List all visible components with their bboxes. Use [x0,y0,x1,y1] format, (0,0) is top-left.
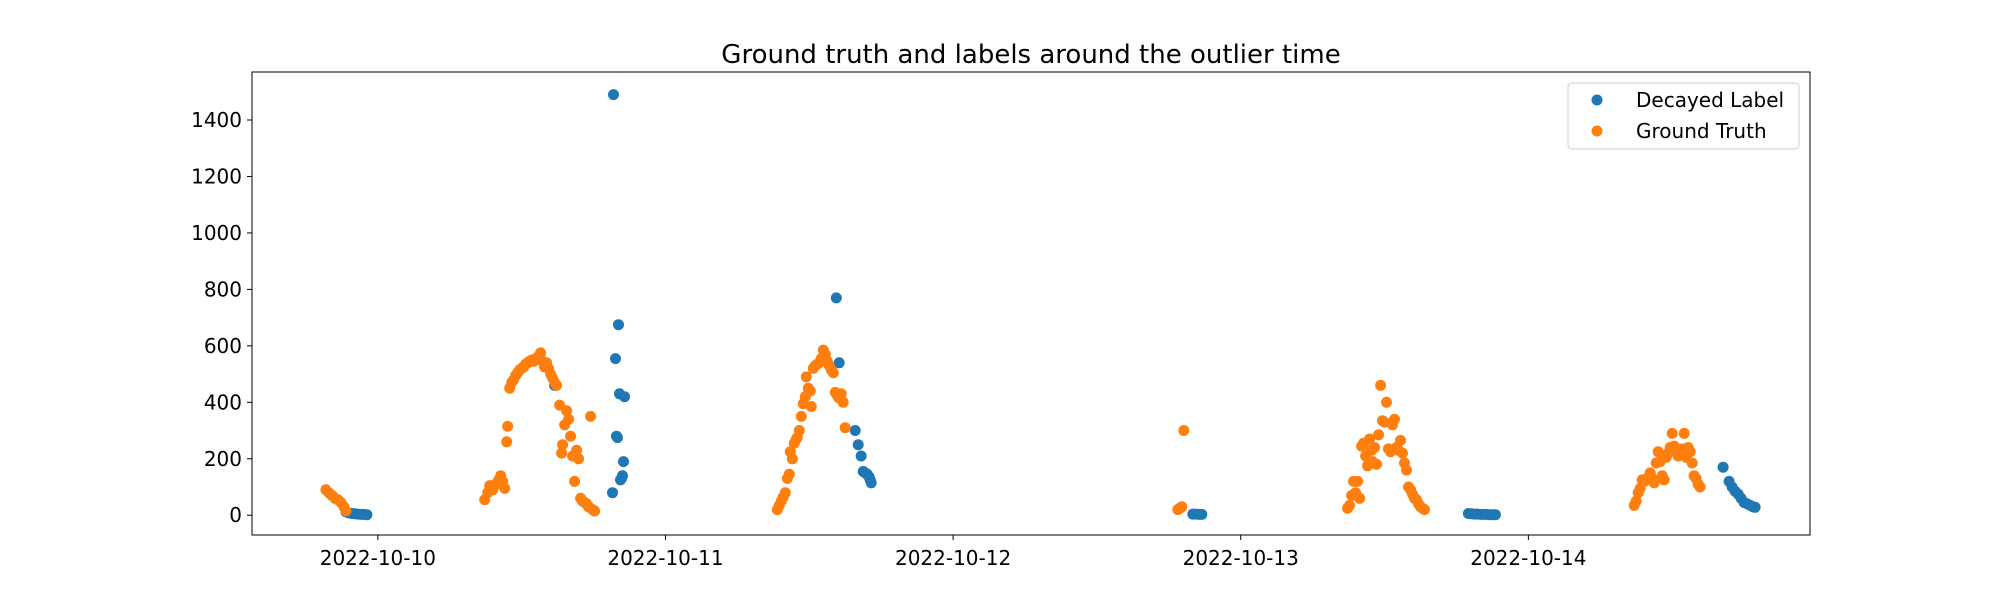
point-decayed-label [849,425,861,436]
point-ground-truth [786,453,798,465]
point-ground-truth [589,505,601,517]
point-ground-truth [1352,475,1364,487]
point-decayed-label [1489,509,1501,521]
y-tick-label: 800 [204,277,242,301]
point-decayed-label [865,477,877,489]
point-decayed-label [610,353,621,365]
point-ground-truth [1630,495,1642,507]
point-ground-truth [563,413,575,425]
point-decayed-label [852,439,864,451]
y-tick-label: 1000 [191,221,242,245]
point-ground-truth [779,487,791,499]
point-ground-truth [502,420,514,432]
point-ground-truth [1389,413,1400,425]
y-tick-label: 1200 [191,164,242,188]
point-decayed-label [830,292,842,304]
point-decayed-label [613,319,624,331]
point-ground-truth [1371,458,1383,470]
chart-title: Ground truth and labels around the outli… [721,40,1340,70]
y-tick-label: 0 [229,503,242,527]
point-decayed-label [361,509,373,521]
legend-marker-decayed-label [1591,94,1603,106]
point-decayed-label [618,456,629,468]
points-layer [320,89,1761,521]
point-ground-truth [804,385,816,397]
point-ground-truth [1666,427,1678,439]
point-ground-truth [1684,446,1696,458]
point-ground-truth [569,475,581,487]
point-ground-truth [340,505,352,517]
point-ground-truth [565,430,577,442]
point-ground-truth [793,425,805,436]
point-decayed-label [612,432,623,444]
point-ground-truth [1395,434,1406,446]
point-ground-truth [501,436,513,448]
point-ground-truth [573,453,585,465]
point-ground-truth [800,371,812,383]
point-ground-truth [1652,446,1664,458]
point-ground-truth [1678,427,1690,439]
point-ground-truth [1176,501,1188,513]
point-decayed-label [855,450,867,462]
point-ground-truth [1401,464,1412,476]
point-ground-truth [827,367,839,379]
y-tick-label: 400 [204,390,242,414]
point-ground-truth [783,468,795,480]
point-ground-truth [837,396,849,408]
point-decayed-label [619,391,630,403]
x-tick-label: 2022-10-11 [607,546,723,570]
point-ground-truth [1354,492,1366,504]
point-ground-truth [1369,442,1381,453]
legend-marker-ground-truth [1591,125,1603,137]
point-ground-truth [585,410,597,422]
point-decayed-label [1196,508,1208,520]
point-decayed-label [833,357,845,369]
legend: Decayed Label Ground Truth [1567,82,1800,150]
point-ground-truth [557,439,569,451]
point-ground-truth [1694,481,1706,493]
point-ground-truth [805,401,817,412]
point-ground-truth [561,405,573,417]
point-ground-truth [1344,499,1356,511]
legend-label-decayed-label: Decayed Label [1636,88,1784,112]
point-ground-truth [1658,474,1670,486]
point-decayed-label [607,487,618,499]
y-axis: 0 200 400 600 800 1000 1200 1400 [191,108,252,527]
y-tick-label: 600 [204,334,242,358]
point-ground-truth [839,422,851,434]
point-ground-truth [795,410,807,422]
point-ground-truth [1178,425,1190,436]
point-ground-truth [571,444,583,456]
point-decayed-label [1749,501,1761,513]
point-ground-truth [535,347,547,359]
point-decayed-label [617,470,628,482]
point-ground-truth [1373,429,1385,441]
point-ground-truth [835,388,847,400]
point-decayed-label [608,89,619,101]
point-ground-truth [1648,477,1660,489]
y-tick-label: 200 [204,447,242,471]
legend-label-ground-truth: Ground Truth [1636,119,1767,143]
point-ground-truth [556,447,568,459]
point-ground-truth [551,379,563,391]
point-ground-truth [1686,457,1698,469]
point-ground-truth [1381,396,1392,408]
x-tick-label: 2022-10-13 [1183,546,1299,570]
point-ground-truth [1419,504,1430,516]
x-tick-label: 2022-10-10 [320,546,436,570]
x-tick-label: 2022-10-12 [895,546,1011,570]
point-ground-truth [1375,379,1387,391]
point-ground-truth [1397,447,1408,459]
x-axis: 2022-10-10 2022-10-11 2022-10-12 2022-10-13… [320,535,1586,570]
x-tick-label: 2022-10-14 [1470,546,1586,570]
series-ground-truth [320,344,1706,517]
point-decayed-label [1717,461,1729,473]
plot-frame [251,71,1811,536]
legend-box [1567,82,1800,150]
point-ground-truth [499,482,511,494]
point-ground-truth [1364,433,1376,445]
y-tick-label: 1400 [191,108,242,132]
